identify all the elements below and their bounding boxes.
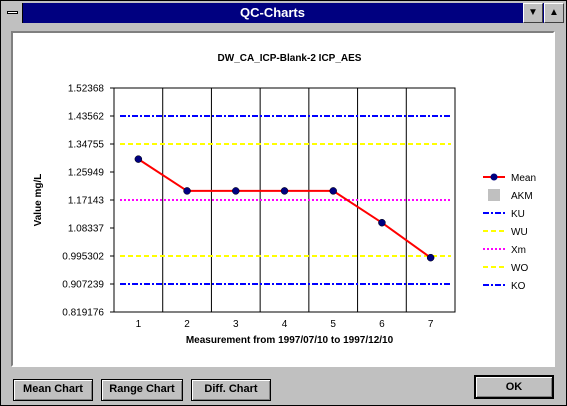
x-tick-label: 3 <box>233 319 239 330</box>
mean-chart-button[interactable]: Mean Chart <box>13 379 93 401</box>
mean-point <box>329 187 337 195</box>
maximize-button[interactable]: ▲ <box>544 3 564 23</box>
mean-point <box>232 187 240 195</box>
legend-label: WU <box>511 227 528 238</box>
mean-point <box>378 218 386 227</box>
system-menu-button[interactable] <box>3 3 23 23</box>
x-tick-label: 6 <box>379 319 385 330</box>
x-tick-label: 4 <box>282 319 288 330</box>
range-chart-button[interactable]: Range Chart <box>101 379 183 401</box>
legend-swatch-akm <box>488 189 500 201</box>
legend-label: Mean <box>511 173 536 184</box>
minimize-button[interactable]: ▼ <box>523 3 543 23</box>
legend-label: KO <box>511 281 526 292</box>
x-tick-label: 7 <box>428 319 434 330</box>
y-axis-label: Value mg/L <box>33 174 44 227</box>
y-tick-label: 0.819176 <box>62 308 104 319</box>
y-tick-label: 0.995302 <box>62 252 104 263</box>
y-tick-label: 0.907239 <box>62 280 104 291</box>
legend-label: Xm <box>511 245 526 256</box>
y-tick-label: 1.17143 <box>68 195 105 206</box>
y-tick-label: 1.52368 <box>68 84 105 95</box>
mean-point <box>183 187 191 195</box>
legend-label: AKM <box>511 191 533 202</box>
qc-chart: DW_CA_ICP-Blank-2 ICP_AES 1.52368 1.43562 1… <box>33 53 536 346</box>
window-title: QC-Charts <box>239 5 305 20</box>
x-tick-label: 5 <box>330 319 336 330</box>
y-tick-label: 1.43562 <box>68 111 105 122</box>
x-tick-label: 2 <box>184 319 190 330</box>
diff-chart-button[interactable]: Diff. Chart <box>191 379 271 401</box>
legend-label: WO <box>511 263 528 274</box>
mean-line <box>137 158 432 259</box>
y-tick-label: 1.34755 <box>68 140 105 151</box>
ok-button[interactable]: OK <box>474 375 554 399</box>
system-menu-icon <box>7 11 18 14</box>
x-tick-label: 1 <box>136 319 142 330</box>
y-tick-label: 1.25949 <box>68 168 105 179</box>
y-tick-label: 1.08337 <box>68 223 105 234</box>
x-axis-label: Measurement from 1997/07/10 to 1997/12/1… <box>186 335 394 346</box>
mean-point <box>426 253 435 262</box>
mean-point <box>134 155 143 163</box>
chart-panel: DW_CA_ICP-Blank-2 ICP_AES 1.52368 1.43562 1… <box>11 31 555 367</box>
legend-label: KU <box>511 209 525 220</box>
legend-marker-mean <box>490 173 498 181</box>
title-bar[interactable]: QC-Charts ▼ ▲ <box>3 3 564 23</box>
mean-point <box>280 187 289 195</box>
chart-title: DW_CA_ICP-Blank-2 ICP_AES <box>218 53 362 64</box>
